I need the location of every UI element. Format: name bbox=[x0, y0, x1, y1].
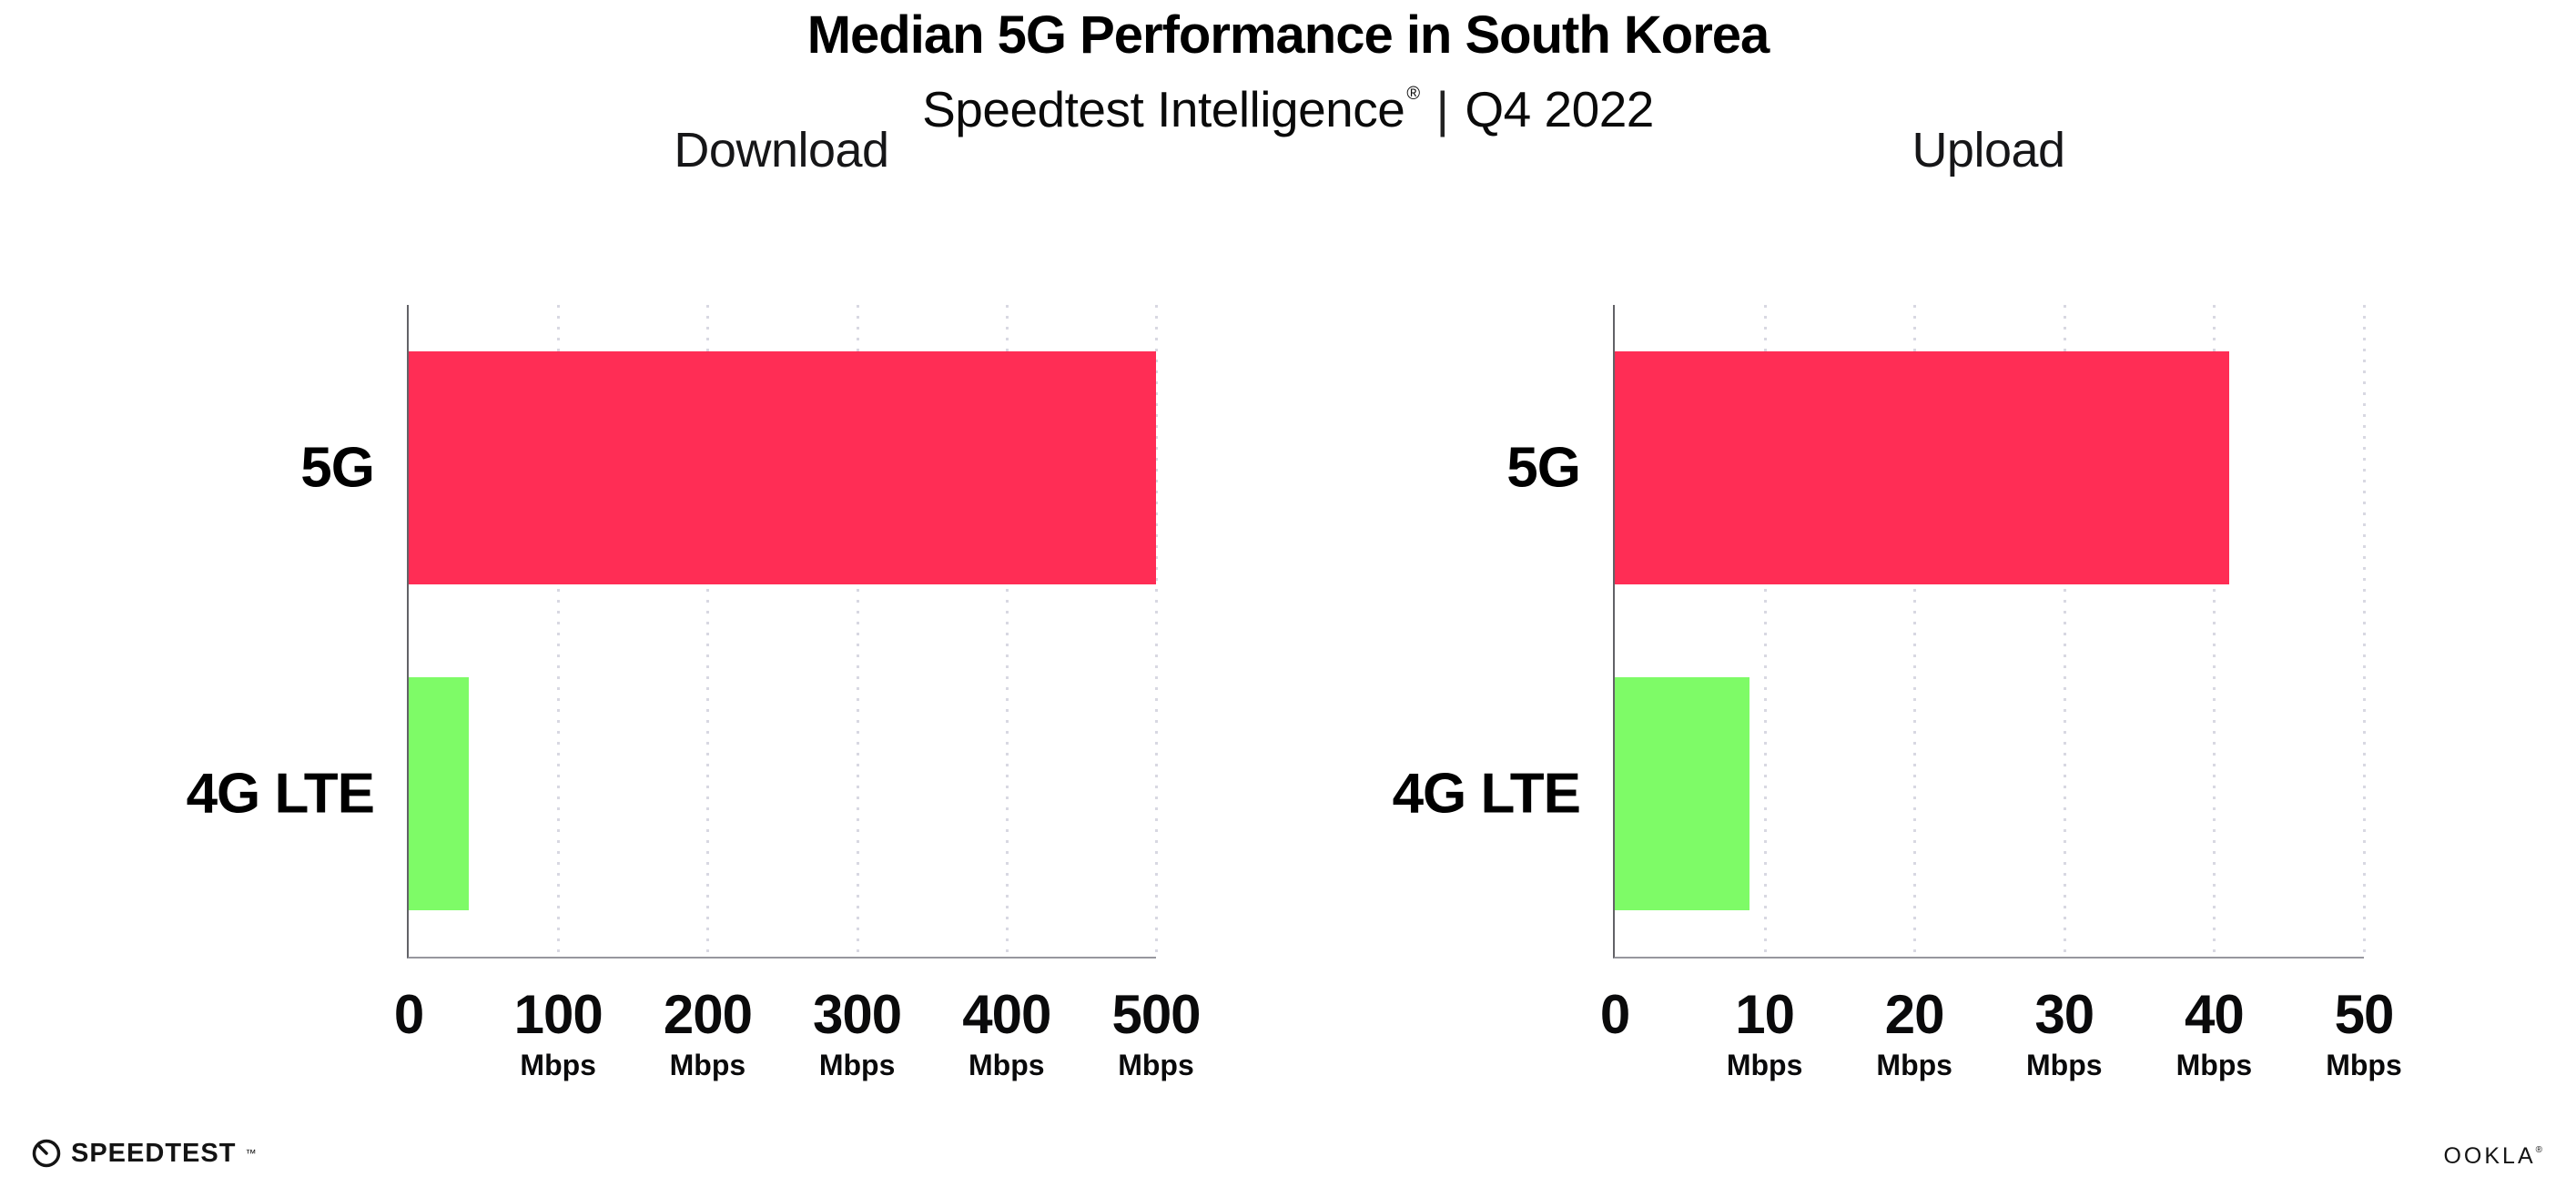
x-tick-200: 200 Mbps bbox=[663, 984, 753, 1081]
x-tick-value: 200 bbox=[663, 984, 753, 1045]
plot-area-download: 0 100 Mbps 200 Mbps 300 Mbps 400 Mbps 500 Mbps 5G 4G… bbox=[187, 305, 1202, 1080]
category-label-5g: 5G bbox=[300, 436, 375, 500]
x-tick-unit: Mbps bbox=[2026, 1049, 2103, 1081]
x-tick-value: 10 bbox=[1735, 984, 1795, 1045]
x-tick-0: 0 bbox=[1599, 984, 1630, 1045]
x-tick-40: 40 Mbps bbox=[2176, 988, 2253, 1080]
category-label-4g-lte: 4G LTE bbox=[186, 762, 375, 826]
x-tick-0: 0 bbox=[393, 984, 424, 1045]
ookla-wordmark: OOKLA bbox=[2443, 1143, 2536, 1169]
subtitle-divider: | bbox=[1435, 81, 1449, 137]
x-tick-300: 300 Mbps bbox=[813, 984, 902, 1081]
bar-5g bbox=[1615, 350, 2229, 585]
x-tick-value: 20 bbox=[1884, 984, 1945, 1045]
x-tick-value: 30 bbox=[2034, 984, 2094, 1045]
x-tick-value: 50 bbox=[2334, 984, 2395, 1045]
gridline-10 bbox=[1763, 305, 1767, 957]
subtitle-period: Q4 2022 bbox=[1465, 81, 1654, 137]
ookla-logo: OOKLA® bbox=[2443, 1143, 2545, 1170]
x-tick-unit: Mbps bbox=[669, 1049, 746, 1081]
registered-mark-icon: ® bbox=[1406, 84, 1420, 104]
subtitle: Speedtest Intelligence ® | Q4 2022 bbox=[0, 67, 2576, 136]
x-tick-50: 50 Mbps bbox=[2326, 988, 2402, 1080]
chart-title-download: Download bbox=[674, 123, 889, 178]
bar-5g bbox=[409, 350, 1156, 585]
header: Median 5G Performance in South Korea Spe… bbox=[0, 0, 2576, 137]
x-tick-value: 40 bbox=[2185, 984, 2245, 1045]
plot-area-upload: 0 10 Mbps 20 Mbps 30 Mbps 40 Mbps 50 Mbps 5G 4G LTE bbox=[1393, 305, 2402, 1080]
x-tick-value: 300 bbox=[813, 984, 902, 1045]
speedtest-wordmark: SPEEDTEST bbox=[71, 1138, 237, 1168]
x-tick-value: 500 bbox=[1111, 984, 1201, 1045]
x-tick-20: 20 Mbps bbox=[1876, 988, 1952, 1080]
gridline-200 bbox=[706, 305, 710, 957]
x-tick-unit: Mbps bbox=[1726, 1049, 1803, 1081]
x-tick-unit: Mbps bbox=[969, 1049, 1045, 1081]
x-tick-unit: Mbps bbox=[818, 1049, 896, 1081]
x-tick-unit: Mbps bbox=[1118, 1049, 1194, 1081]
bar-4g-lte bbox=[409, 676, 469, 911]
x-tick-100: 100 Mbps bbox=[514, 988, 603, 1080]
x-tick-unit: Mbps bbox=[1876, 1049, 1952, 1081]
chart-title-upload: Upload bbox=[1912, 123, 2065, 178]
subtitle-product: Speedtest Intelligence bbox=[922, 81, 1405, 137]
speedtest-gauge-icon bbox=[32, 1139, 61, 1168]
gridline-400 bbox=[1005, 305, 1009, 957]
ookla-registered-mark-icon: ® bbox=[2535, 1145, 2545, 1155]
x-tick-unit: Mbps bbox=[2326, 1049, 2402, 1081]
gridline-30 bbox=[2063, 305, 2066, 957]
x-tick-value: 0 bbox=[393, 984, 424, 1045]
chart-upload: Upload 0 10 Mbps 20 Mbps 30 Mbps 40 Mbps 50 Mbps 5G… bbox=[1393, 123, 2402, 1080]
gridline-50 bbox=[2363, 305, 2366, 957]
x-tick-unit: Mbps bbox=[520, 1049, 596, 1081]
x-tick-500: 500 Mbps bbox=[1111, 984, 1201, 1081]
category-label-5g: 5G bbox=[1506, 436, 1581, 500]
x-tick-unit: Mbps bbox=[2175, 1049, 2253, 1081]
main-title: Median 5G Performance in South Korea bbox=[806, 5, 1770, 65]
x-tick-value: 100 bbox=[513, 984, 603, 1045]
category-label-4g-lte: 4G LTE bbox=[1392, 762, 1581, 826]
x-tick-30: 30 Mbps bbox=[2026, 988, 2103, 1080]
x-tick-400: 400 Mbps bbox=[962, 984, 1051, 1081]
gridline-100 bbox=[557, 305, 561, 957]
gridline-300 bbox=[856, 305, 859, 957]
x-tick-value: 400 bbox=[962, 984, 1051, 1045]
x-tick-value: 0 bbox=[1599, 984, 1630, 1045]
gridline-20 bbox=[1913, 305, 1917, 957]
x-tick-10: 10 Mbps bbox=[1727, 988, 1803, 1080]
trademark-icon: ™ bbox=[245, 1147, 257, 1160]
gridline-500 bbox=[1155, 305, 1158, 957]
gridline-40 bbox=[2213, 305, 2216, 957]
bar-4g-lte bbox=[1615, 676, 1750, 911]
chart-download: Download 0 100 Mbps 200 Mbps 300 Mbps 400 Mbps 50… bbox=[187, 123, 1202, 1080]
speedtest-logo: SPEEDTEST ™ bbox=[31, 1138, 256, 1169]
